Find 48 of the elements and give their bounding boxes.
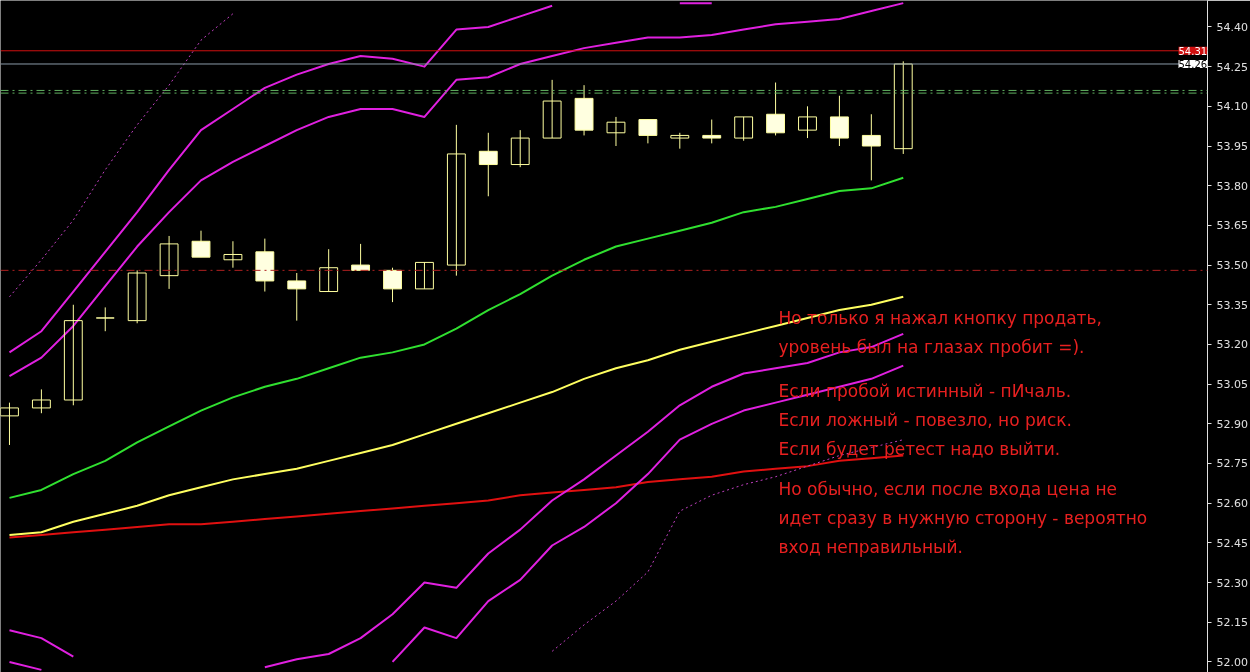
ref-line-label: 54.31 bbox=[1178, 45, 1208, 57]
candlestick bbox=[415, 261, 434, 290]
candlestick bbox=[127, 269, 147, 324]
y-tick-label: 53.95 bbox=[1216, 140, 1248, 154]
y-tick-label: 54.10 bbox=[1216, 100, 1248, 114]
annotation: Но обычно, если после входа цена не идет сразу в нужную сторону - вероятно вход неправильный. bbox=[778, 478, 1148, 557]
y-tick-label: 52.60 bbox=[1216, 497, 1248, 511]
candlestick bbox=[31, 388, 51, 414]
candlestick bbox=[861, 113, 881, 181]
candlestick bbox=[478, 132, 498, 197]
y-tick-label: 52.15 bbox=[1216, 616, 1248, 630]
y-tick-label: 52.00 bbox=[1216, 655, 1248, 669]
candlestick bbox=[319, 248, 339, 293]
candlestick bbox=[829, 95, 849, 147]
candlestick bbox=[638, 119, 658, 144]
y-tick-label: 52.30 bbox=[1216, 576, 1248, 590]
y-tick-label: 52.45 bbox=[1216, 536, 1248, 550]
candlestick bbox=[223, 240, 243, 269]
annotation: Если пробой истинный - пИчаль. Если ложный - повезло, но риск. Если будет ретест надо выйти. bbox=[778, 380, 1072, 459]
candlestick bbox=[63, 304, 83, 406]
candlestick bbox=[542, 79, 562, 139]
y-tick-label: 53.80 bbox=[1216, 179, 1248, 193]
y-tick-label: 54.40 bbox=[1216, 20, 1248, 34]
y-tick-label: 53.35 bbox=[1216, 298, 1248, 312]
ref-line-label: 54.26 bbox=[1178, 59, 1208, 70]
y-tick-label: 53.50 bbox=[1216, 259, 1248, 273]
candlestick bbox=[191, 230, 211, 258]
y-tick-label: 53.20 bbox=[1216, 338, 1248, 352]
candlestick bbox=[351, 243, 371, 271]
candlestick bbox=[95, 306, 115, 332]
y-tick-label: 54.25 bbox=[1216, 60, 1248, 74]
candlestick bbox=[766, 82, 786, 136]
candlestick bbox=[510, 129, 530, 168]
candlestick bbox=[159, 235, 179, 290]
y-tick-label: 52.90 bbox=[1216, 417, 1248, 431]
candlestick bbox=[798, 105, 817, 139]
candlestick bbox=[702, 119, 722, 144]
candlestick bbox=[446, 124, 466, 277]
candlestick bbox=[287, 272, 307, 322]
candlestick bbox=[0, 402, 19, 446]
candlestick bbox=[606, 116, 626, 147]
y-tick-label: 53.05 bbox=[1216, 378, 1248, 392]
candlestick bbox=[734, 116, 754, 142]
y-tick-label: 52.75 bbox=[1216, 457, 1248, 471]
candlestick bbox=[893, 60, 913, 155]
candlestick bbox=[383, 267, 402, 303]
y-tick-label: 53.65 bbox=[1216, 219, 1248, 233]
line-series bbox=[8, 13, 234, 298]
